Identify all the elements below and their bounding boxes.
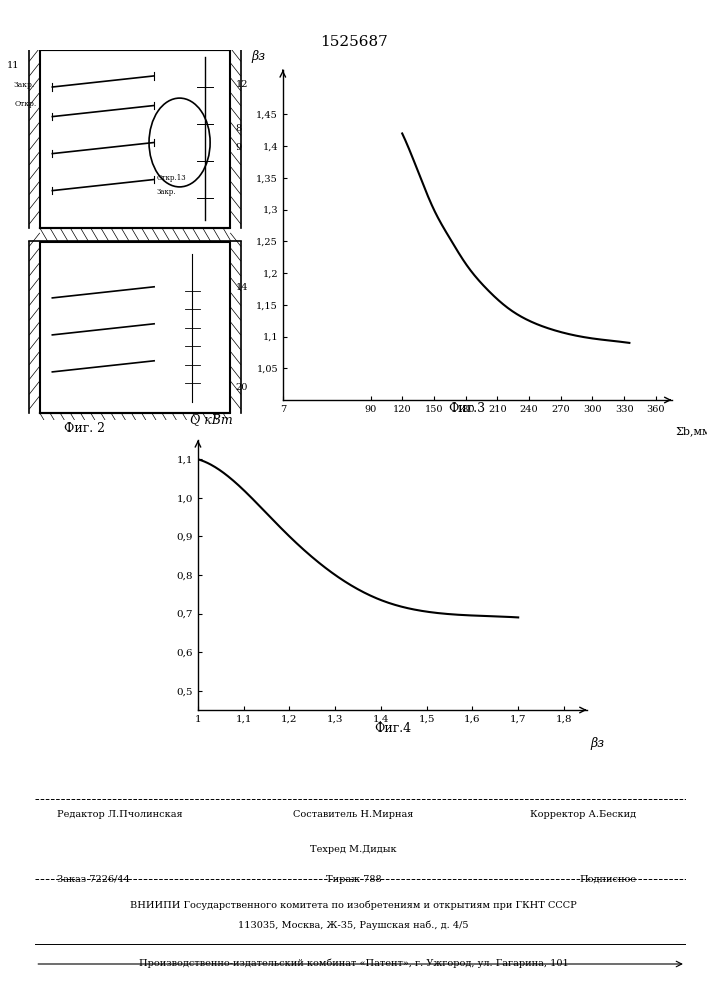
Text: Редактор Л.Пчолинская: Редактор Л.Пчолинская <box>57 810 182 819</box>
Text: 20: 20 <box>235 383 248 392</box>
Text: βз: βз <box>252 50 266 63</box>
Text: 113035, Москва, Ж-35, Раушская наб., д. 4/5: 113035, Москва, Ж-35, Раушская наб., д. … <box>238 920 469 930</box>
Text: ВНИИПИ Государственного комитета по изобретениям и открытиям при ГКНТ СССР: ВНИИПИ Государственного комитета по изоб… <box>130 900 577 910</box>
Text: 14: 14 <box>235 284 248 292</box>
Text: Заказ 7226/44: Заказ 7226/44 <box>57 875 129 884</box>
Text: Откр.: Откр. <box>14 100 36 107</box>
Text: Фиг. 2: Фиг. 2 <box>64 422 105 435</box>
Text: 11: 11 <box>6 62 19 70</box>
Text: Фиг.4: Фиг.4 <box>374 722 411 735</box>
Text: Σb,мм: Σb,мм <box>676 426 707 436</box>
Text: 12: 12 <box>235 80 248 89</box>
Text: βз: βз <box>591 737 604 750</box>
Text: Тираж 788: Тираж 788 <box>326 875 381 884</box>
Text: Закр.: Закр. <box>157 188 176 196</box>
Text: Q кВт: Q кВт <box>190 414 233 426</box>
Text: Откр.13: Откр.13 <box>157 174 187 182</box>
Text: Составитель Н.Мирная: Составитель Н.Мирная <box>293 810 414 819</box>
Text: Подписное: Подписное <box>579 875 636 884</box>
Text: Закр.: Закр. <box>14 81 35 89</box>
Text: Фиг.3: Фиг.3 <box>448 402 485 415</box>
Text: 1525687: 1525687 <box>320 35 387 49</box>
Text: 8: 8 <box>235 124 242 133</box>
Text: 9: 9 <box>235 143 242 152</box>
Text: Техред М.Дидык: Техред М.Дидык <box>310 845 397 854</box>
Text: Корректор А.Бескид: Корректор А.Бескид <box>530 810 636 819</box>
Text: Производственно-издательский комбинат «Патент», г. Ужгород, ул. Гагарина, 101: Производственно-издательский комбинат «П… <box>139 958 568 968</box>
